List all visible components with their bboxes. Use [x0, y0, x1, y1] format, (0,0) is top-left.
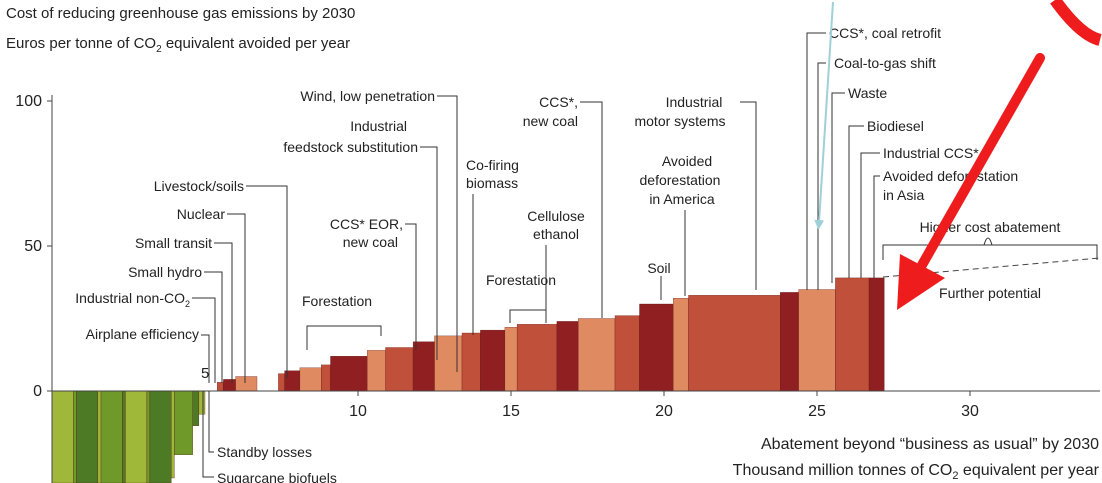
label-industrial-non-co2: Industrial non-CO2: [75, 290, 190, 309]
y-tick-label-0: 0: [33, 383, 42, 400]
bar-5: [122, 390, 126, 483]
y-tick-label-50: 50: [24, 238, 42, 255]
chart-title: Cost of reducing greenhouse gas emission…: [6, 5, 355, 22]
label-ccs-new-coal-2: new coal: [523, 113, 578, 129]
label-industrial-feedstock-2: feedstock substitution: [283, 139, 418, 155]
label-wind-low-penetration: Wind, low penetration: [300, 88, 435, 104]
label-forestation-1: Forestation: [302, 293, 372, 309]
label-biodiesel: Biodiesel: [867, 118, 924, 134]
bar-10: [174, 390, 193, 455]
label-avoided-deforestation-asia-1: Avoided deforestation: [883, 168, 1018, 184]
bar-31: [614, 315, 640, 392]
bar-11: [192, 390, 200, 426]
light-blue-arrow: [814, 1, 834, 230]
label-motor-systems-2: motor systems: [634, 113, 725, 129]
red-arrow: [897, 53, 1045, 310]
label-co-firing-2: biomass: [466, 175, 518, 191]
bar-3: [97, 390, 102, 483]
label-avoided-deforestation-america-3: in America: [649, 191, 715, 207]
bar-34: [688, 295, 781, 392]
bar-25: [461, 332, 481, 392]
bar-19: [321, 364, 331, 392]
bar-24: [434, 335, 463, 392]
bar-1: [73, 390, 77, 483]
label-avoided-deforestation-asia-2: in Asia: [883, 187, 924, 203]
label-ccs-new-coal-1: CCS*,: [539, 94, 578, 110]
label-ccs-eor-1: CCS* EOR,: [330, 216, 403, 232]
label-ccs-eor-2: new coal: [343, 234, 398, 250]
leader-lines: [192, 32, 1098, 478]
callout-labels: Standby losses Sugarcane biofuels Airpla…: [75, 25, 1060, 483]
bar-29: [556, 321, 579, 392]
bar-9: [171, 390, 175, 479]
chart-subtitle: Euros per tonne of CO2 equivalent avoide…: [6, 35, 350, 55]
red-annotation-mark: [1050, 0, 1102, 46]
label-nuclear: Nuclear: [177, 206, 226, 222]
bar-18: [299, 367, 322, 392]
bar-13: [217, 382, 224, 392]
bar-16: [278, 373, 285, 392]
x-axis-label-line1: Abatement beyond “business as usual” by …: [761, 436, 1099, 453]
label-avoided-deforestation-america-2: deforestation: [640, 172, 721, 188]
label-airplane-efficiency: Airplane efficiency: [86, 326, 199, 342]
label-soil: Soil: [647, 260, 670, 276]
bar-14: [223, 379, 236, 392]
bar-6: [125, 390, 147, 483]
x-ticks-group: 10 15 20 25 30: [349, 391, 979, 420]
bar-30: [578, 318, 616, 392]
bar-35: [780, 292, 799, 392]
bar-33: [673, 298, 689, 392]
bar-28: [516, 324, 558, 392]
y-ticks-group: 0 50 100: [15, 93, 52, 400]
further-potential-line: [882, 257, 1101, 278]
label-higher-cost-abatement: Higher cost abatement: [920, 219, 1061, 235]
label-ccs-coal-retrofit: CCS*, coal retrofit: [829, 25, 941, 41]
label-livestock-soils: Livestock/soils: [154, 178, 244, 194]
label-co-firing-1: Co-firing: [466, 157, 519, 173]
bar-2: [76, 390, 99, 483]
x-axis-label-line2: Thousand million tonnes of CO2 equivalen…: [733, 462, 1100, 482]
label-sugarcane-biofuels: Sugarcane biofuels: [217, 470, 337, 483]
bar-37: [835, 277, 870, 392]
label-small-transit: Small transit: [135, 235, 212, 251]
x-tick-label-30: 30: [961, 403, 979, 420]
label-coal-to-gas-shift: Coal-to-gas shift: [834, 55, 936, 71]
x-tick-label-15: 15: [502, 403, 520, 420]
bar-36: [798, 289, 836, 392]
label-small-hydro: Small hydro: [128, 264, 202, 280]
label-waste: Waste: [848, 85, 887, 101]
bar-27: [504, 327, 518, 392]
x-tick-label-25: 25: [808, 403, 826, 420]
label-industrial-ccs: Industrial CCS*: [883, 145, 979, 161]
bar-21: [367, 350, 386, 392]
y-tick-label-100: 100: [15, 93, 42, 110]
bar-0: [51, 390, 74, 483]
bar-26: [480, 329, 506, 392]
bar-15: [235, 376, 258, 392]
bar-4: [100, 390, 123, 483]
bar-20: [330, 356, 368, 392]
label-industrial-feedstock-1: Industrial: [350, 118, 407, 134]
tick-label-5: 5: [201, 365, 209, 382]
x-tick-label-10: 10: [349, 403, 367, 420]
bar-32: [639, 303, 674, 392]
bar-12: [198, 390, 206, 415]
bar-8: [149, 390, 172, 483]
label-standby-losses: Standby losses: [217, 444, 312, 460]
x-tick-label-20: 20: [655, 403, 673, 420]
label-avoided-deforestation-america-1: Avoided: [662, 153, 712, 169]
bar-38: [868, 277, 885, 392]
label-motor-systems-1: Industrial: [666, 94, 723, 110]
bars-group: [51, 277, 885, 483]
label-further-potential: Further potential: [939, 285, 1041, 301]
bar-7: [146, 390, 151, 483]
label-cellulose-ethanol-1: Cellulose: [527, 208, 585, 224]
label-forestation-2: Forestation: [486, 272, 556, 288]
bar-22: [385, 347, 414, 392]
label-cellulose-ethanol-2: ethanol: [533, 226, 579, 242]
